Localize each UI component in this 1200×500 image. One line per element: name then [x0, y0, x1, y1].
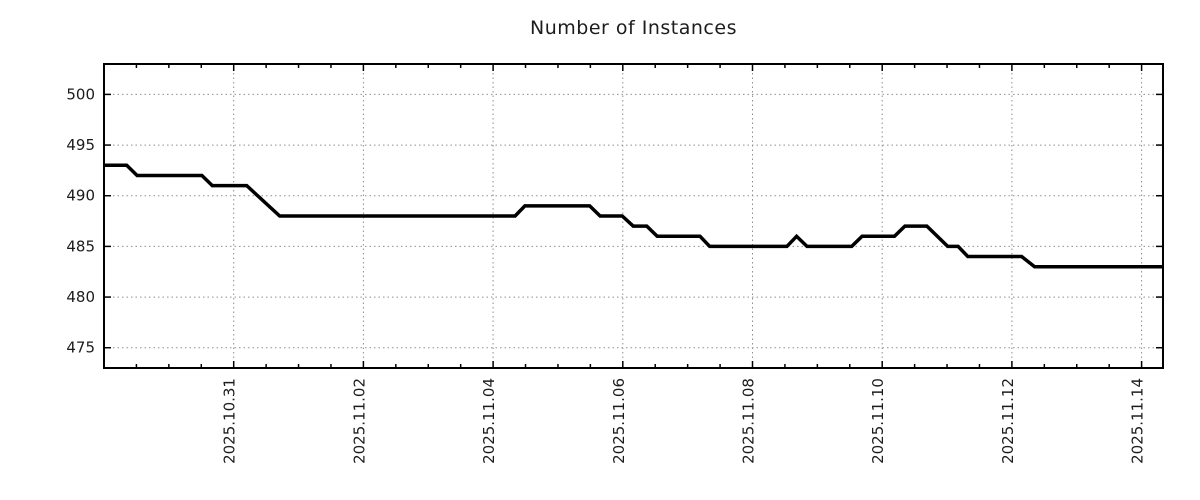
y-tick-label: 500 — [66, 85, 95, 103]
x-tick-label: 2025.10.31 — [221, 378, 239, 464]
x-tick-labels: 2025.10.31 2025.11.02 2025.11.04 2025.11.06… — [221, 378, 1147, 464]
gridlines — [104, 64, 1163, 368]
x-tick-label: 2025.11.08 — [739, 378, 757, 464]
plot-border — [103, 63, 1164, 369]
x-tick-label: 2025.11.14 — [1129, 378, 1147, 464]
x-tick-label: 2025.11.10 — [869, 378, 887, 464]
y-tick-label: 475 — [66, 339, 95, 357]
series — [104, 163, 1163, 269]
axis-ticks — [103, 64, 1163, 368]
x-tick-label: 2025.11.06 — [610, 378, 628, 464]
y-tick-label: 490 — [66, 187, 95, 205]
x-tick-label: 2025.11.12 — [999, 378, 1017, 464]
y-tick-labels: 475 480 485 490 495 500 — [66, 85, 95, 356]
x-tick-label: 2025.11.04 — [480, 378, 498, 464]
series-line-instances — [104, 163, 1163, 269]
y-tick-label: 480 — [66, 288, 95, 306]
y-tick-label: 495 — [66, 136, 95, 154]
chart-title: Number of Instances — [530, 17, 737, 39]
x-tick-label: 2025.11.02 — [350, 378, 368, 464]
y-tick-label: 485 — [66, 237, 95, 255]
